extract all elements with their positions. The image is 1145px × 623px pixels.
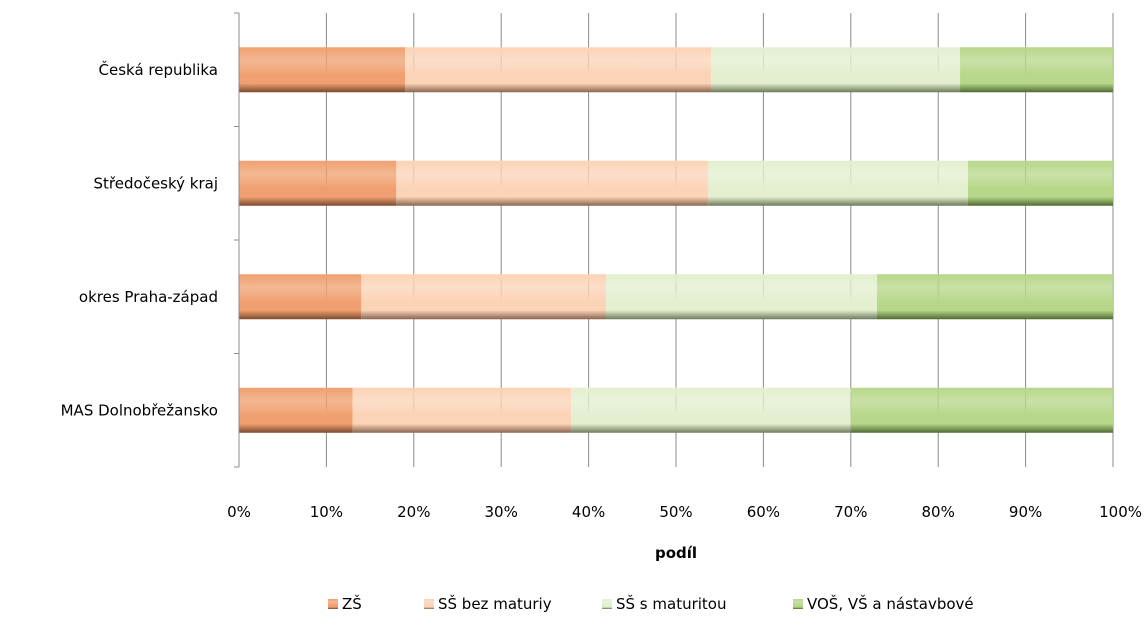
bar-segment <box>239 387 353 433</box>
bar-segment <box>708 160 968 206</box>
bar-segment <box>239 274 362 320</box>
bar-segment <box>352 387 572 433</box>
x-tick-label: 20% <box>397 503 430 521</box>
bars <box>239 47 1113 433</box>
bar-segment <box>239 160 397 206</box>
bar-segment <box>405 47 711 93</box>
x-tick-label: 10% <box>310 503 343 521</box>
x-tick-label: 60% <box>747 503 780 521</box>
category-label: Česká republika <box>99 60 218 79</box>
category-label: okres Praha-západ <box>79 288 218 306</box>
x-tick-label: 90% <box>1009 503 1042 521</box>
legend-label: VOŠ, VŠ a nástavbové <box>807 594 974 613</box>
category-label: MAS Dolnobřežansko <box>61 401 218 419</box>
legend-swatch <box>328 599 338 609</box>
bar-segment <box>877 274 1113 320</box>
x-tick-label: 70% <box>834 503 867 521</box>
legend-label: ZŠ <box>342 594 362 613</box>
legend-label: SŠ bez maturiy <box>438 594 552 613</box>
legend-item: ZŠ <box>328 594 362 613</box>
x-tick-label: 80% <box>922 503 955 521</box>
legend-label: SŠ s maturitou <box>616 594 727 613</box>
x-tick-label: 30% <box>485 503 518 521</box>
legend-swatch <box>424 599 434 609</box>
bar-segment <box>967 160 1113 206</box>
x-tick-label: 50% <box>659 503 692 521</box>
y-axis: Česká republika Středočeský kraj okres Pra… <box>61 12 240 468</box>
bar-segment <box>396 160 709 206</box>
bar-segment <box>239 47 406 93</box>
legend: ZŠ SŠ bez maturiy SŠ s maturitou VOŠ, VŠ a … <box>328 594 974 613</box>
x-axis-ticks: 0% 10% 20% 30% 40% 50% 60% 70% 80% 90% 100% <box>227 503 1142 521</box>
bar-segment <box>960 47 1113 93</box>
category-label: Středočeský kraj <box>94 174 218 192</box>
x-tick-label: 40% <box>572 503 605 521</box>
x-axis-label: podíl <box>655 544 697 562</box>
legend-swatch <box>602 599 612 609</box>
bar-segment <box>361 274 607 320</box>
bar-segment <box>710 47 961 93</box>
legend-item: VOŠ, VŠ a nástavbové <box>793 594 974 613</box>
x-tick-label: 0% <box>227 503 251 521</box>
bar-segment <box>606 274 878 320</box>
bar-segment <box>850 387 1113 433</box>
legend-item: SŠ s maturitou <box>602 594 727 613</box>
bar-segment <box>571 387 851 433</box>
legend-item: SŠ bez maturiy <box>424 594 552 613</box>
x-tick-label: 100% <box>1099 503 1142 521</box>
legend-swatch <box>793 599 803 609</box>
